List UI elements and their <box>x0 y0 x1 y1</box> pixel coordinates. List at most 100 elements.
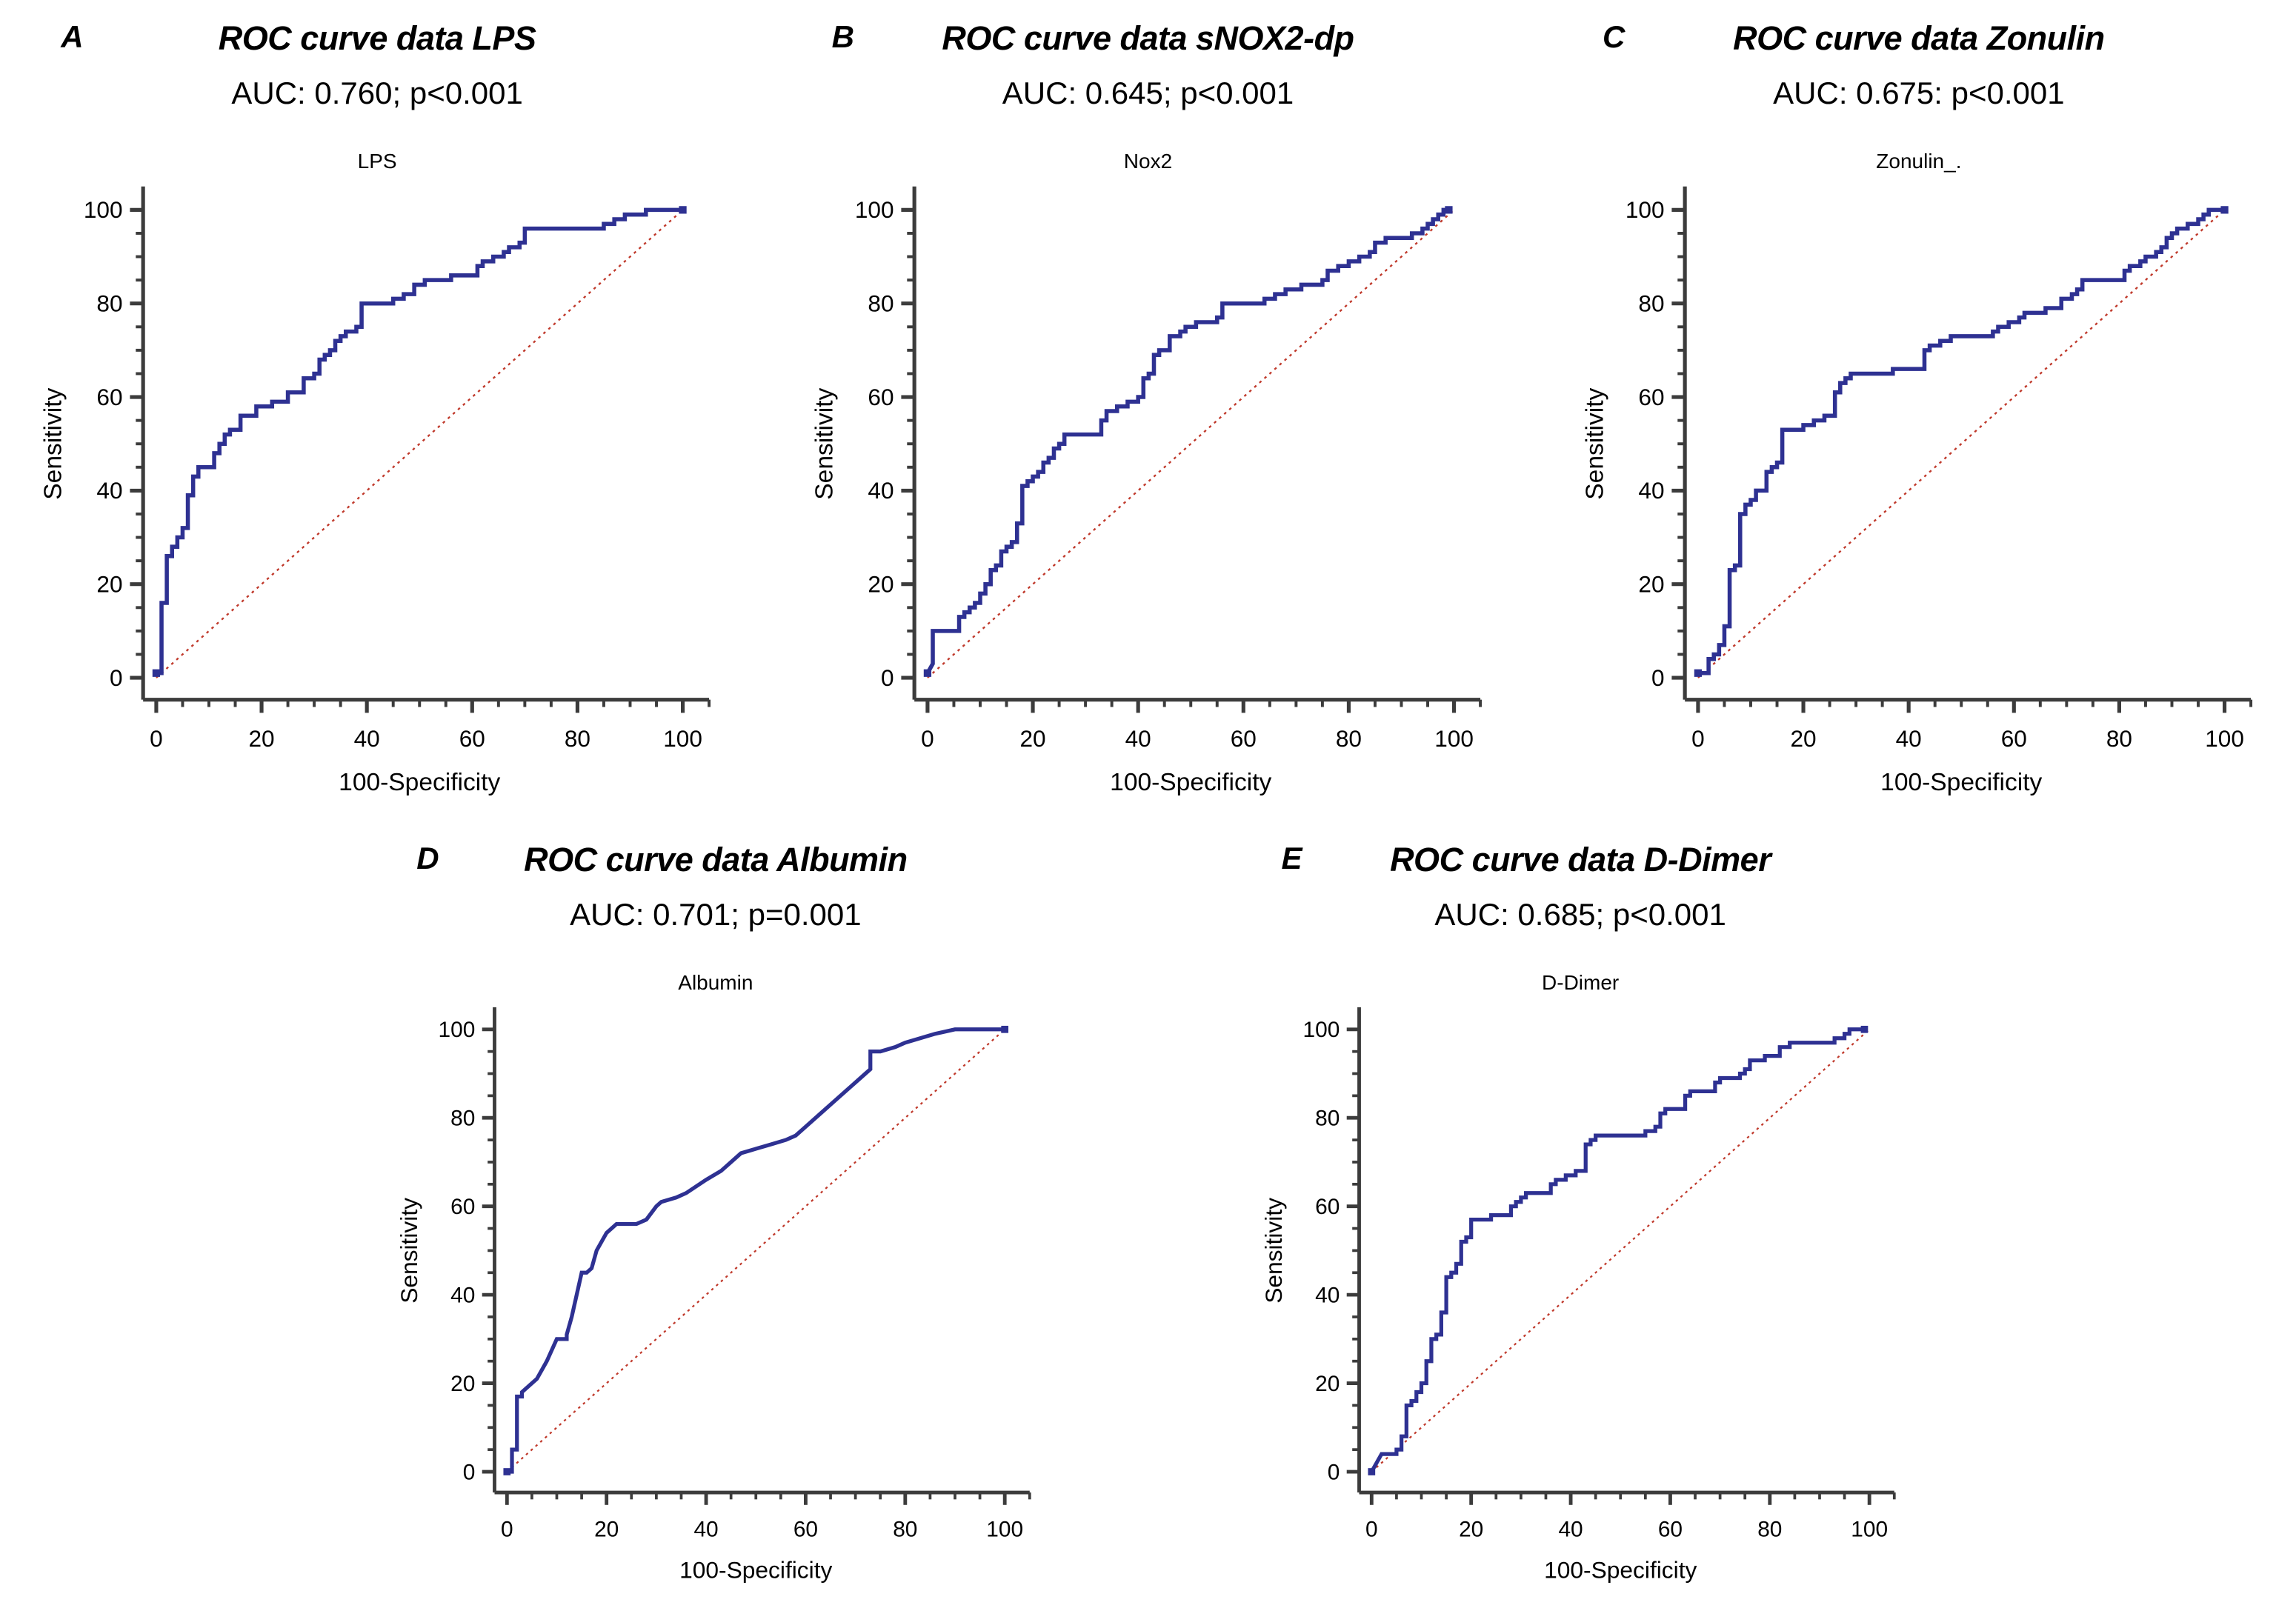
panel-d-chart-title: Albumin <box>678 970 753 994</box>
svg-text:0: 0 <box>921 725 934 752</box>
panel-b-chart-title: Nox2 <box>1123 150 1173 173</box>
svg-text:60: 60 <box>868 384 894 410</box>
svg-text:100: 100 <box>986 1517 1023 1541</box>
panel-b-roc-plot: 0 20 40 60 80 100 0 20 40 60 80 100 100-Specificity S… <box>811 186 1482 796</box>
panel-d-heading: ROC curve data Albumin <box>524 840 908 878</box>
svg-text:40: 40 <box>1638 477 1664 504</box>
panel-e-heading: ROC curve data D-Dimer <box>1390 840 1771 878</box>
panel-a-heading: ROC curve data LPS <box>218 19 536 57</box>
panel-d-header: D ROC curve data Albumin <box>376 841 1055 885</box>
svg-text:40: 40 <box>354 725 380 752</box>
svg-text:80: 80 <box>1638 290 1664 317</box>
panel-a-roc-plot: 0 20 40 60 80 100 0 20 40 60 80 100 100-Specificity S… <box>40 186 711 796</box>
svg-text:80: 80 <box>1315 1106 1340 1130</box>
svg-text:40: 40 <box>1558 1517 1583 1541</box>
svg-text:60: 60 <box>1638 384 1664 410</box>
panel-b-header: B ROC curve data sNOX2-dp <box>788 19 1507 64</box>
svg-text:0: 0 <box>1651 664 1665 691</box>
svg-text:40: 40 <box>693 1517 718 1541</box>
svg-text:Sensitivity: Sensitivity <box>811 387 838 499</box>
panel-b-auc-stat: AUC: 0.645; p<0.001 <box>1002 76 1294 110</box>
svg-text:100-Specificity: 100-Specificity <box>1544 1556 1697 1583</box>
panel-e-header: E ROC curve data D-Dimer <box>1241 841 1920 885</box>
svg-text:20: 20 <box>1790 725 1816 752</box>
panel-d-auc-stat: AUC: 0.701; p=0.001 <box>570 896 862 932</box>
svg-text:0: 0 <box>1365 1517 1378 1541</box>
svg-text:100: 100 <box>1851 1517 1888 1541</box>
panel-e-auc-stat: AUC: 0.685; p<0.001 <box>1434 896 1726 932</box>
svg-text:Sensitivity: Sensitivity <box>40 387 67 499</box>
svg-text:100: 100 <box>1303 1018 1340 1042</box>
svg-text:0: 0 <box>150 725 163 752</box>
svg-text:60: 60 <box>793 1517 818 1541</box>
svg-text:Sensitivity: Sensitivity <box>1582 387 1609 499</box>
panel-c-header: C ROC curve data Zonulin <box>1560 19 2278 64</box>
svg-text:0: 0 <box>110 664 123 691</box>
svg-text:100: 100 <box>1434 725 1474 752</box>
svg-text:20: 20 <box>249 725 275 752</box>
panel-b: B ROC curve data sNOX2-dp AUC: 0.645; p<… <box>788 19 1507 813</box>
panel-c-heading: ROC curve data Zonulin <box>1733 19 2105 57</box>
svg-text:60: 60 <box>450 1195 475 1219</box>
svg-text:100: 100 <box>438 1018 475 1042</box>
panel-d-letter: D <box>416 840 439 875</box>
panel-e: E ROC curve data D-Dimer AUC: 0.685; p<0… <box>1241 841 1920 1599</box>
panel-a-letter: A <box>61 19 84 54</box>
svg-text:80: 80 <box>868 290 894 317</box>
svg-text:Sensitivity: Sensitivity <box>396 1198 422 1304</box>
svg-text:60: 60 <box>1315 1195 1340 1219</box>
panel-c-chart-title: Zonulin_. <box>1876 150 1962 173</box>
svg-text:0: 0 <box>501 1517 513 1541</box>
svg-text:80: 80 <box>565 725 590 752</box>
svg-text:60: 60 <box>2001 725 2027 752</box>
svg-text:0: 0 <box>1691 725 1705 752</box>
svg-text:100-Specificity: 100-Specificity <box>1880 769 2042 796</box>
svg-text:40: 40 <box>97 477 123 504</box>
panel-c-roc-plot: 0 20 40 60 80 100 0 20 40 60 80 100 100-Specificity S… <box>1582 186 2252 796</box>
svg-text:100: 100 <box>663 725 702 752</box>
svg-text:0: 0 <box>462 1460 475 1484</box>
panel-e-chart-title: D-Dimer <box>1542 970 1620 994</box>
svg-text:80: 80 <box>1335 725 1361 752</box>
svg-text:20: 20 <box>1459 1517 1483 1541</box>
panel-c-auc-stat: AUC: 0.675: p<0.001 <box>1773 76 2065 110</box>
svg-text:80: 80 <box>893 1517 917 1541</box>
svg-text:100-Specificity: 100-Specificity <box>679 1556 832 1583</box>
svg-text:20: 20 <box>450 1371 475 1395</box>
svg-text:100: 100 <box>84 196 123 223</box>
panel-a-chart-title: LPS <box>357 150 397 173</box>
svg-text:20: 20 <box>1638 571 1664 598</box>
panel-a: A ROC curve data LPS AUC: 0.760; p<0.001… <box>18 19 736 813</box>
svg-text:0: 0 <box>1328 1460 1340 1484</box>
svg-text:60: 60 <box>97 384 123 410</box>
top-row: A ROC curve data LPS AUC: 0.760; p<0.001… <box>0 19 2296 813</box>
svg-text:40: 40 <box>1125 725 1151 752</box>
panel-c-letter: C <box>1602 19 1625 54</box>
svg-text:20: 20 <box>97 571 123 598</box>
svg-text:100-Specificity: 100-Specificity <box>1110 769 1271 796</box>
panel-e-letter: E <box>1281 840 1302 875</box>
panel-a-auc-stat: AUC: 0.760; p<0.001 <box>231 76 523 110</box>
svg-text:40: 40 <box>450 1283 475 1307</box>
svg-text:100-Specificity: 100-Specificity <box>339 769 500 796</box>
svg-text:20: 20 <box>1315 1371 1340 1395</box>
panel-b-heading: ROC curve data sNOX2-dp <box>942 19 1354 57</box>
svg-text:80: 80 <box>450 1106 475 1130</box>
svg-text:60: 60 <box>1230 725 1256 752</box>
svg-text:100: 100 <box>2205 725 2244 752</box>
panel-c: C ROC curve data Zonulin AUC: 0.675: p<0… <box>1560 19 2278 813</box>
svg-text:40: 40 <box>1896 725 1922 752</box>
panel-d: D ROC curve data Albumin AUC: 0.701; p=0… <box>376 841 1055 1599</box>
svg-text:80: 80 <box>97 290 123 317</box>
svg-text:100: 100 <box>1625 196 1665 223</box>
panel-e-roc-plot: 0 20 40 60 80 100 0 20 40 60 80 100 100-Specificity S… <box>1261 1007 1896 1583</box>
svg-text:80: 80 <box>2106 725 2132 752</box>
svg-text:80: 80 <box>1757 1517 1782 1541</box>
svg-text:20: 20 <box>868 571 894 598</box>
bottom-row: D ROC curve data Albumin AUC: 0.701; p=0… <box>0 841 2296 1599</box>
panel-a-header: A ROC curve data LPS <box>18 19 736 64</box>
svg-text:40: 40 <box>868 477 894 504</box>
svg-text:40: 40 <box>1315 1283 1340 1307</box>
panel-d-roc-plot: 0 20 40 60 80 100 0 20 40 60 80 100 100-Specificity S… <box>396 1007 1031 1583</box>
